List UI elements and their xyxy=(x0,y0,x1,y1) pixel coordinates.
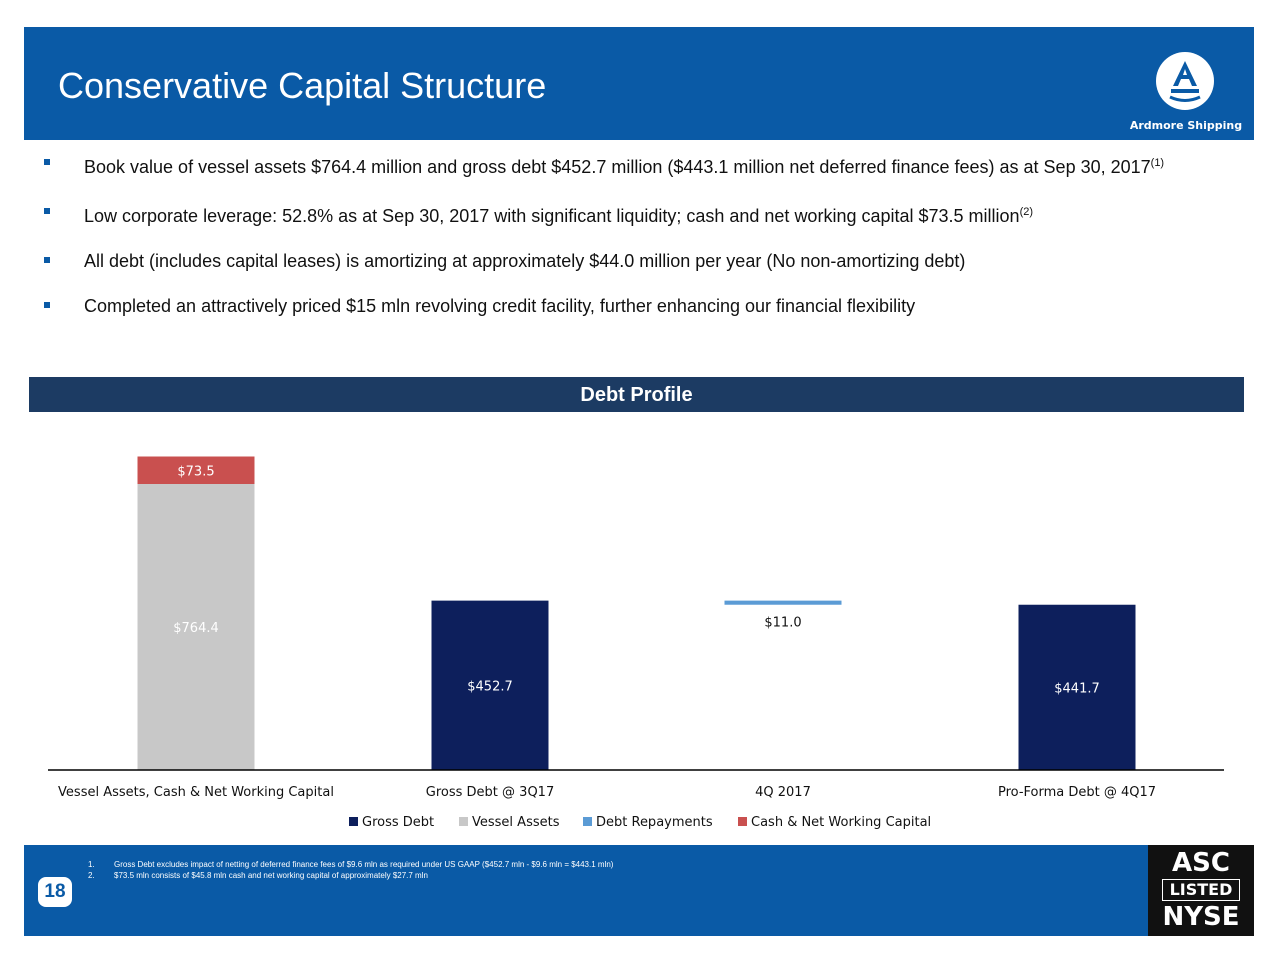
footnote-ref: (2) xyxy=(1019,206,1034,218)
x-tick-label: Pro-Forma Debt @ 4Q17 xyxy=(998,785,1156,800)
legend-label: Cash & Net Working Capital xyxy=(751,815,931,830)
footnote-ref: (1) xyxy=(1150,157,1165,169)
bullet-marker-icon xyxy=(44,302,50,308)
page-title: Conservative Capital Structure xyxy=(58,65,547,106)
footnote: 2. $73.5 mln consists of $45.8 mln cash a… xyxy=(88,870,613,881)
anchor-logo-icon xyxy=(1156,52,1214,110)
header-bar: Conservative Capital Structure Ardmore S… xyxy=(24,27,1254,140)
footnote-text: Gross Debt excludes impact of netting of… xyxy=(114,860,614,869)
badge-ticker: ASC xyxy=(1172,848,1230,878)
bullet-item: Book value of vessel assets $764.4 milli… xyxy=(44,152,1224,178)
legend-label: Gross Debt xyxy=(362,815,434,830)
bar-vessel-assets xyxy=(137,484,255,770)
legend-label: Vessel Assets xyxy=(472,815,560,830)
badge-listed: LISTED xyxy=(1162,879,1240,901)
footnote-number: 1. xyxy=(88,860,95,869)
bar-debt-repayments xyxy=(724,600,842,605)
legend-swatch xyxy=(459,817,468,826)
legend-label: Debt Repayments xyxy=(596,815,713,830)
footnote-number: 2. xyxy=(88,871,95,880)
bar-gross-debt-3q17 xyxy=(431,600,549,770)
bullet-text: All debt (includes capital leases) is am… xyxy=(84,251,966,271)
debt-profile-chart: $764.4 $73.5 $452.7 $11.0 $441.7 Vessel Asset… xyxy=(48,456,1224,830)
bullet-item: Completed an attractively priced $15 mln… xyxy=(44,295,1224,317)
legend-swatch xyxy=(349,817,358,826)
bullet-item: Low corporate leverage: 52.8% as at Sep … xyxy=(44,201,1224,227)
x-tick-label: Vessel Assets, Cash & Net Working Capita… xyxy=(58,785,334,800)
footnote: 1. Gross Debt excludes impact of netting … xyxy=(88,859,613,870)
badge-exchange: NYSE xyxy=(1162,902,1240,932)
company-logo: Ardmore Shipping xyxy=(1124,47,1252,137)
footnote-text: $73.5 mln consists of $45.8 mln cash and… xyxy=(114,871,428,880)
bullet-marker-icon xyxy=(44,159,50,165)
bullet-text: Low corporate leverage: 52.8% as at Sep … xyxy=(84,206,1020,226)
legend-swatch xyxy=(583,817,592,826)
data-label: $452.7 xyxy=(467,679,513,694)
bullet-text: Book value of vessel assets $764.4 milli… xyxy=(84,157,1151,177)
footnotes: 1. Gross Debt excludes impact of netting … xyxy=(88,859,613,881)
data-label: $764.4 xyxy=(173,621,219,636)
page-number: 18 xyxy=(38,877,72,907)
bullet-text: Completed an attractively priced $15 mln… xyxy=(84,296,916,316)
data-label: $441.7 xyxy=(1054,681,1100,696)
data-label: $73.5 xyxy=(177,464,214,479)
footer-bar: 18 1. Gross Debt excludes impact of netti… xyxy=(24,845,1254,936)
bar-cash-net-working-capital xyxy=(137,456,255,484)
bullet-marker-icon xyxy=(44,257,50,263)
section-title: Debt Profile xyxy=(29,377,1244,412)
x-tick-label: 4Q 2017 xyxy=(755,785,811,800)
bullet-list: Book value of vessel assets $764.4 milli… xyxy=(44,152,1224,340)
logo-text: Ardmore Shipping xyxy=(1129,119,1243,132)
bar-pro-forma-debt-4q17 xyxy=(1018,604,1136,770)
data-label: $11.0 xyxy=(764,616,801,631)
legend-swatch xyxy=(738,817,747,826)
x-tick-label: Gross Debt @ 3Q17 xyxy=(426,785,554,800)
bullet-marker-icon xyxy=(44,208,50,214)
bullet-item: All debt (includes capital leases) is am… xyxy=(44,250,1224,272)
nyse-listed-badge: ASC LISTED NYSE xyxy=(1148,845,1254,936)
